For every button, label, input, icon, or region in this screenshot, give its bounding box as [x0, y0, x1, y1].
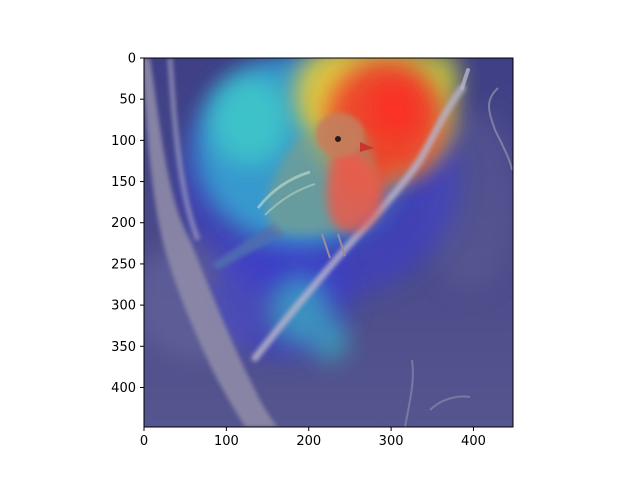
y-tick-label: 50 — [119, 93, 136, 108]
y-tick-label: 400 — [111, 381, 136, 396]
x-axis: 0 100 200 300 400 — [140, 427, 486, 449]
y-tick-label: 200 — [111, 216, 136, 231]
y-tick-label: 250 — [111, 257, 136, 272]
plot-frame — [143, 57, 514, 428]
x-tick-label: 400 — [461, 434, 486, 449]
y-tick-label: 350 — [111, 340, 136, 355]
y-axis: 0 50 100 150 200 250 300 350 400 — [111, 52, 144, 396]
x-tick-label: 0 — [140, 434, 148, 449]
overlay-image — [144, 58, 513, 427]
y-tick-label: 100 — [111, 134, 136, 149]
y-tick-label: 0 — [128, 52, 136, 67]
y-tick-label: 150 — [111, 175, 136, 190]
y-tick-label: 300 — [111, 299, 136, 314]
x-tick-label: 100 — [214, 434, 239, 449]
bird — [212, 113, 383, 270]
branch-left — [144, 58, 278, 427]
x-tick-label: 300 — [379, 434, 404, 449]
x-tick-label: 200 — [296, 434, 321, 449]
